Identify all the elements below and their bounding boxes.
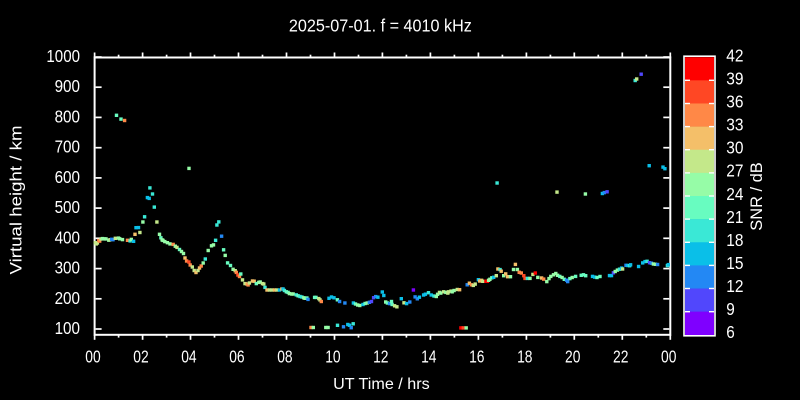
svg-text:18: 18 — [726, 230, 743, 250]
svg-text:9: 9 — [726, 299, 735, 319]
svg-text:20: 20 — [565, 347, 581, 367]
svg-text:36: 36 — [726, 92, 743, 112]
svg-text:700: 700 — [55, 137, 81, 157]
svg-text:00: 00 — [85, 347, 101, 367]
svg-text:16: 16 — [469, 347, 484, 367]
svg-text:300: 300 — [55, 258, 81, 278]
svg-text:10: 10 — [325, 347, 341, 367]
svg-text:6: 6 — [726, 322, 735, 342]
svg-text:200: 200 — [55, 288, 81, 308]
svg-text:14: 14 — [421, 347, 437, 367]
svg-text:39: 39 — [726, 69, 743, 89]
svg-text:UT Time / hrs: UT Time / hrs — [333, 376, 430, 393]
svg-text:21: 21 — [726, 207, 743, 227]
svg-text:30: 30 — [726, 138, 743, 158]
svg-text:04: 04 — [181, 347, 197, 367]
svg-text:15: 15 — [726, 253, 743, 273]
svg-text:Virtual height / km: Virtual height / km — [8, 126, 26, 275]
svg-text:400: 400 — [55, 227, 81, 247]
svg-text:02: 02 — [133, 347, 148, 367]
svg-text:00: 00 — [661, 347, 677, 367]
svg-text:12: 12 — [373, 347, 388, 367]
svg-text:600: 600 — [55, 167, 81, 187]
svg-text:800: 800 — [55, 106, 81, 126]
svg-text:33: 33 — [726, 115, 743, 135]
svg-text:900: 900 — [55, 76, 81, 96]
svg-text:42: 42 — [726, 45, 743, 65]
svg-text:18: 18 — [517, 347, 532, 367]
svg-text:100: 100 — [55, 318, 81, 338]
svg-text:06: 06 — [229, 347, 244, 367]
svg-text:08: 08 — [277, 347, 292, 367]
svg-text:12: 12 — [726, 276, 743, 296]
svg-text:22: 22 — [613, 347, 628, 367]
svg-text:SNR / dB: SNR / dB — [748, 162, 766, 231]
svg-text:24: 24 — [726, 184, 743, 204]
svg-text:500: 500 — [55, 197, 81, 217]
svg-text:27: 27 — [726, 161, 743, 181]
svg-text:2025-07-01. f = 4010 kHz: 2025-07-01. f = 4010 kHz — [289, 15, 472, 35]
svg-text:1000: 1000 — [46, 46, 80, 66]
